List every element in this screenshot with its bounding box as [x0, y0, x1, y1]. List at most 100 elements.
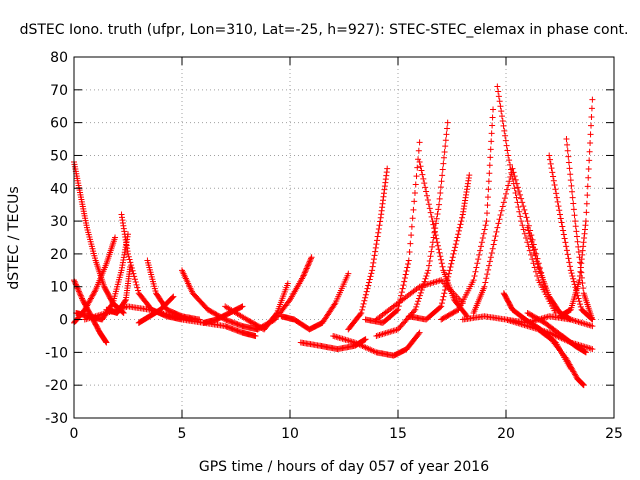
data-point: [447, 264, 454, 271]
data-point: [361, 297, 368, 304]
data-point: [103, 339, 110, 346]
data-point: [495, 220, 502, 227]
x-tick-label: 25: [605, 426, 623, 442]
data-point: [572, 223, 579, 230]
data-point: [455, 231, 462, 238]
data-point: [437, 253, 444, 260]
data-point: [377, 218, 384, 225]
data-point: [498, 113, 505, 120]
data-point: [112, 234, 119, 241]
data-point: [437, 304, 444, 311]
data-point: [439, 172, 446, 179]
data-point: [482, 279, 489, 286]
data-point: [453, 237, 460, 244]
y-tick-label: 70: [50, 83, 68, 99]
data-point: [445, 270, 452, 277]
data-point: [573, 228, 580, 235]
data-point: [579, 279, 586, 286]
data-point: [576, 254, 583, 261]
data-point: [586, 157, 593, 164]
data-point: [307, 257, 314, 264]
data-point: [402, 271, 409, 278]
data-point: [438, 300, 445, 307]
data-point: [434, 239, 441, 246]
data-point: [449, 254, 456, 261]
data-point: [375, 229, 382, 236]
data-point: [489, 114, 496, 121]
data-point: [512, 189, 519, 196]
data-point: [478, 239, 485, 246]
data-point: [488, 130, 495, 137]
data-point: [495, 93, 502, 100]
data-point: [466, 172, 473, 179]
data-point: [587, 131, 594, 138]
data-point: [553, 194, 560, 201]
data-point: [125, 250, 131, 257]
data-point: [418, 167, 425, 174]
data-point: [405, 257, 412, 264]
data-point: [285, 298, 292, 305]
data-point: [304, 262, 311, 269]
data-point: [76, 289, 83, 296]
data-point: [400, 282, 407, 289]
data-point: [436, 249, 443, 256]
data-point: [127, 264, 134, 271]
data-point: [508, 171, 515, 178]
data-point: [577, 301, 584, 308]
data-point: [589, 323, 596, 330]
data-point: [509, 175, 516, 182]
data-point: [368, 270, 375, 277]
data-point: [589, 316, 596, 323]
data-point: [419, 171, 426, 178]
data-point: [518, 195, 525, 202]
data-point: [120, 309, 127, 316]
data-point: [529, 241, 536, 248]
data-point: [376, 222, 383, 229]
data-point: [442, 143, 449, 150]
data-point: [494, 83, 501, 90]
data-point: [498, 207, 505, 214]
y-tick-label: 40: [50, 181, 68, 197]
data-point: [284, 280, 291, 287]
data-point: [527, 235, 534, 242]
data-point: [485, 186, 492, 193]
data-point: [429, 243, 436, 250]
y-tick-label: 50: [50, 148, 68, 164]
data-point: [416, 139, 423, 146]
data-point: [550, 177, 557, 184]
data-point: [494, 224, 501, 231]
data-point: [427, 209, 434, 216]
data-point: [528, 238, 535, 245]
data-point: [559, 223, 566, 230]
grid-lines: [74, 57, 614, 418]
data-point: [523, 214, 530, 221]
data-point: [374, 237, 381, 244]
x-axis-label: GPS time / hours of day 057 of year 2016: [199, 459, 489, 475]
data-point: [438, 178, 445, 185]
data-point: [515, 204, 522, 211]
data-point: [77, 291, 84, 298]
data-point: [365, 282, 372, 289]
data-point: [446, 267, 453, 274]
data-point: [308, 254, 315, 261]
data-point: [487, 154, 494, 161]
data-point: [413, 173, 420, 180]
data-point: [437, 189, 444, 196]
data-point: [580, 285, 587, 292]
data-point: [304, 264, 311, 271]
data-point: [575, 295, 582, 302]
data-point: [407, 240, 414, 247]
data-point: [303, 265, 310, 272]
data-point: [546, 156, 553, 163]
data-point: [578, 274, 585, 281]
data-point: [497, 103, 504, 110]
data-point: [375, 226, 382, 233]
data-point: [485, 178, 492, 185]
data-point: [413, 303, 420, 310]
data-point: [421, 180, 428, 187]
data-point: [583, 200, 590, 207]
data-point: [568, 270, 575, 277]
data-point: [499, 117, 506, 124]
data-point: [411, 308, 418, 315]
data-point: [496, 216, 503, 223]
